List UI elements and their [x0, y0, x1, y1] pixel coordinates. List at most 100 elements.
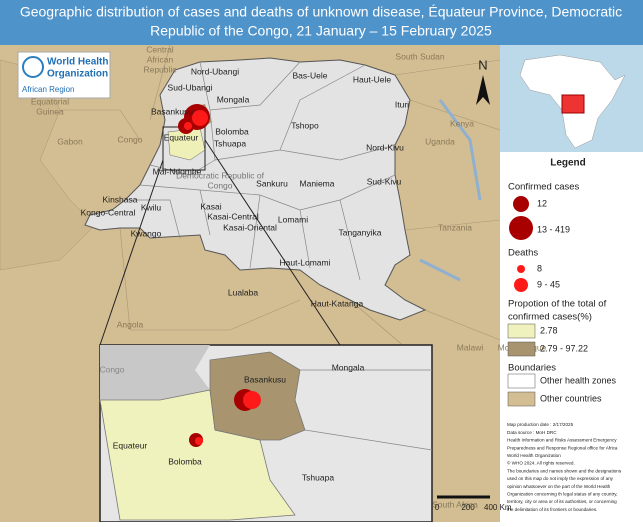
province-label: Kasai-Central — [207, 211, 259, 221]
province-label: Tshuapa — [214, 138, 246, 148]
province-label: Mai-Ndombe — [153, 166, 202, 176]
note-line: The boundaries and names shown and the d… — [507, 468, 622, 473]
title-bar — [0, 0, 643, 45]
legend-swatch — [507, 391, 536, 407]
legend-swatch — [509, 216, 533, 240]
legend-item: 2.78 — [540, 325, 558, 335]
province-label: Mongala — [217, 94, 250, 104]
note-line: opinion whatsoever on the part of the Wo… — [507, 484, 611, 489]
title: Republic of the Congo, 21 January – 15 F… — [150, 23, 492, 39]
legend-item: 13 - 419 — [537, 224, 570, 234]
province-label: Kasai — [200, 201, 221, 211]
legend-item: 12 — [537, 198, 547, 208]
province-label: Bolomba — [215, 126, 249, 136]
province-label: Nord-Kivu — [366, 142, 404, 152]
death-bubble — [243, 391, 261, 409]
country-label: Tanzania — [438, 222, 472, 232]
title: Geographic distribution of cases and dea… — [20, 4, 622, 20]
province-label: Lomami — [278, 214, 308, 224]
country-label: Malawi — [457, 342, 484, 352]
legend-heading: Boundaries — [508, 363, 556, 374]
province-label: Ituri — [395, 99, 409, 109]
legend-swatch — [507, 341, 536, 357]
country-label: Gabon — [57, 136, 83, 146]
province-label: Haut-Katanga — [311, 298, 364, 308]
legend-swatch — [513, 196, 529, 212]
note-line: Organization concerning th legal status … — [507, 492, 617, 497]
country-label: South Sudan — [395, 51, 444, 61]
legend-title: Legend — [550, 158, 586, 169]
legend-heading: Deaths — [508, 248, 538, 259]
country-label: Congo — [207, 180, 232, 190]
logo-emblem — [22, 56, 44, 78]
logo-text: World Health — [47, 57, 108, 68]
note-line: the delimitation of its frontiers or bou… — [507, 507, 597, 512]
scale-label: 400 Km — [484, 503, 512, 512]
legend-item: Other countries — [540, 393, 602, 403]
zoom-label: Congo — [99, 364, 124, 374]
province-label: Equateur — [164, 132, 199, 142]
country-label: Uganda — [425, 136, 455, 146]
north-label: N — [478, 57, 487, 72]
death-bubble — [195, 437, 203, 445]
province-label: Sankuru — [256, 178, 288, 188]
province-label: Nord-Ubangi — [191, 66, 239, 76]
province-label: Haut-Uele — [353, 74, 392, 84]
lake — [419, 99, 482, 282]
province-label: Kinshasa — [103, 194, 138, 204]
logo-region: African Region — [22, 85, 74, 94]
province-label: Basankusu — [151, 106, 193, 116]
note-line: territory, city or area or of its author… — [507, 499, 617, 504]
province-label: Haut-Lomami — [279, 257, 330, 267]
country-label: Central — [146, 44, 174, 54]
country-label: Equatorial — [31, 96, 69, 106]
legend-heading: Propotion of the total of — [508, 299, 607, 310]
legend-swatch — [507, 373, 536, 389]
country-label: Kenya — [450, 118, 474, 128]
zoom-label: Mongala — [332, 362, 365, 372]
legend-swatch — [514, 278, 528, 292]
note-line: Health Information and Risks Assessment … — [507, 438, 617, 443]
legend-item: 9 - 45 — [537, 279, 560, 289]
zoom-label: Tshuapa — [302, 472, 334, 482]
province-label: Bas-Uele — [293, 70, 328, 80]
note-line: Preparedness and Response Regional offic… — [507, 445, 618, 450]
province-label: Kwango — [131, 228, 162, 238]
province-label: Maniema — [300, 178, 335, 188]
province-label: Lualaba — [228, 287, 259, 297]
province-label: Sud-Kivu — [367, 176, 402, 186]
zoom-connector — [99, 159, 164, 346]
country-label: Angola — [117, 319, 144, 329]
scale-label: 0 — [435, 503, 440, 512]
note-line: Data source : MoH DRC — [507, 430, 557, 435]
legend-swatch — [507, 323, 536, 339]
country-label: Guinea — [36, 106, 64, 116]
country-label: Democratic Republic of — [176, 170, 265, 180]
legend-item: 2.79 - 97.22 — [540, 343, 588, 353]
province-label: Tshopo — [291, 120, 319, 130]
province-label: Tanganyika — [338, 227, 381, 237]
death-bubble — [184, 122, 192, 130]
country-label: African — [147, 54, 174, 64]
country-border — [60, 44, 501, 361]
province-label: Kwilu — [141, 202, 162, 212]
legend-heading: Confirmed cases — [508, 182, 580, 193]
legend-swatch — [517, 265, 525, 273]
zoom-label: Equateur — [113, 440, 148, 450]
logo-box — [17, 51, 111, 99]
note-line: Map production date : 2/17/2025 — [507, 422, 574, 427]
country-label: Congo — [117, 134, 142, 144]
country-label: South Africa — [432, 499, 478, 509]
province-border — [125, 61, 396, 281]
north-arrow — [476, 75, 490, 105]
zoom-connector — [204, 139, 341, 346]
province-label: Kongo-Central — [81, 207, 136, 217]
province-label: Sud-Ubangi — [168, 82, 213, 92]
note-line: © WHO 2024. All rights reserved. — [507, 460, 575, 466]
zoom-neighbor — [100, 345, 210, 400]
country-label: Republic — [143, 64, 177, 74]
note-line: used on this map do not imply the expres… — [507, 476, 614, 481]
legend-item: Other health zones — [540, 375, 617, 385]
drc-locator — [561, 94, 585, 114]
